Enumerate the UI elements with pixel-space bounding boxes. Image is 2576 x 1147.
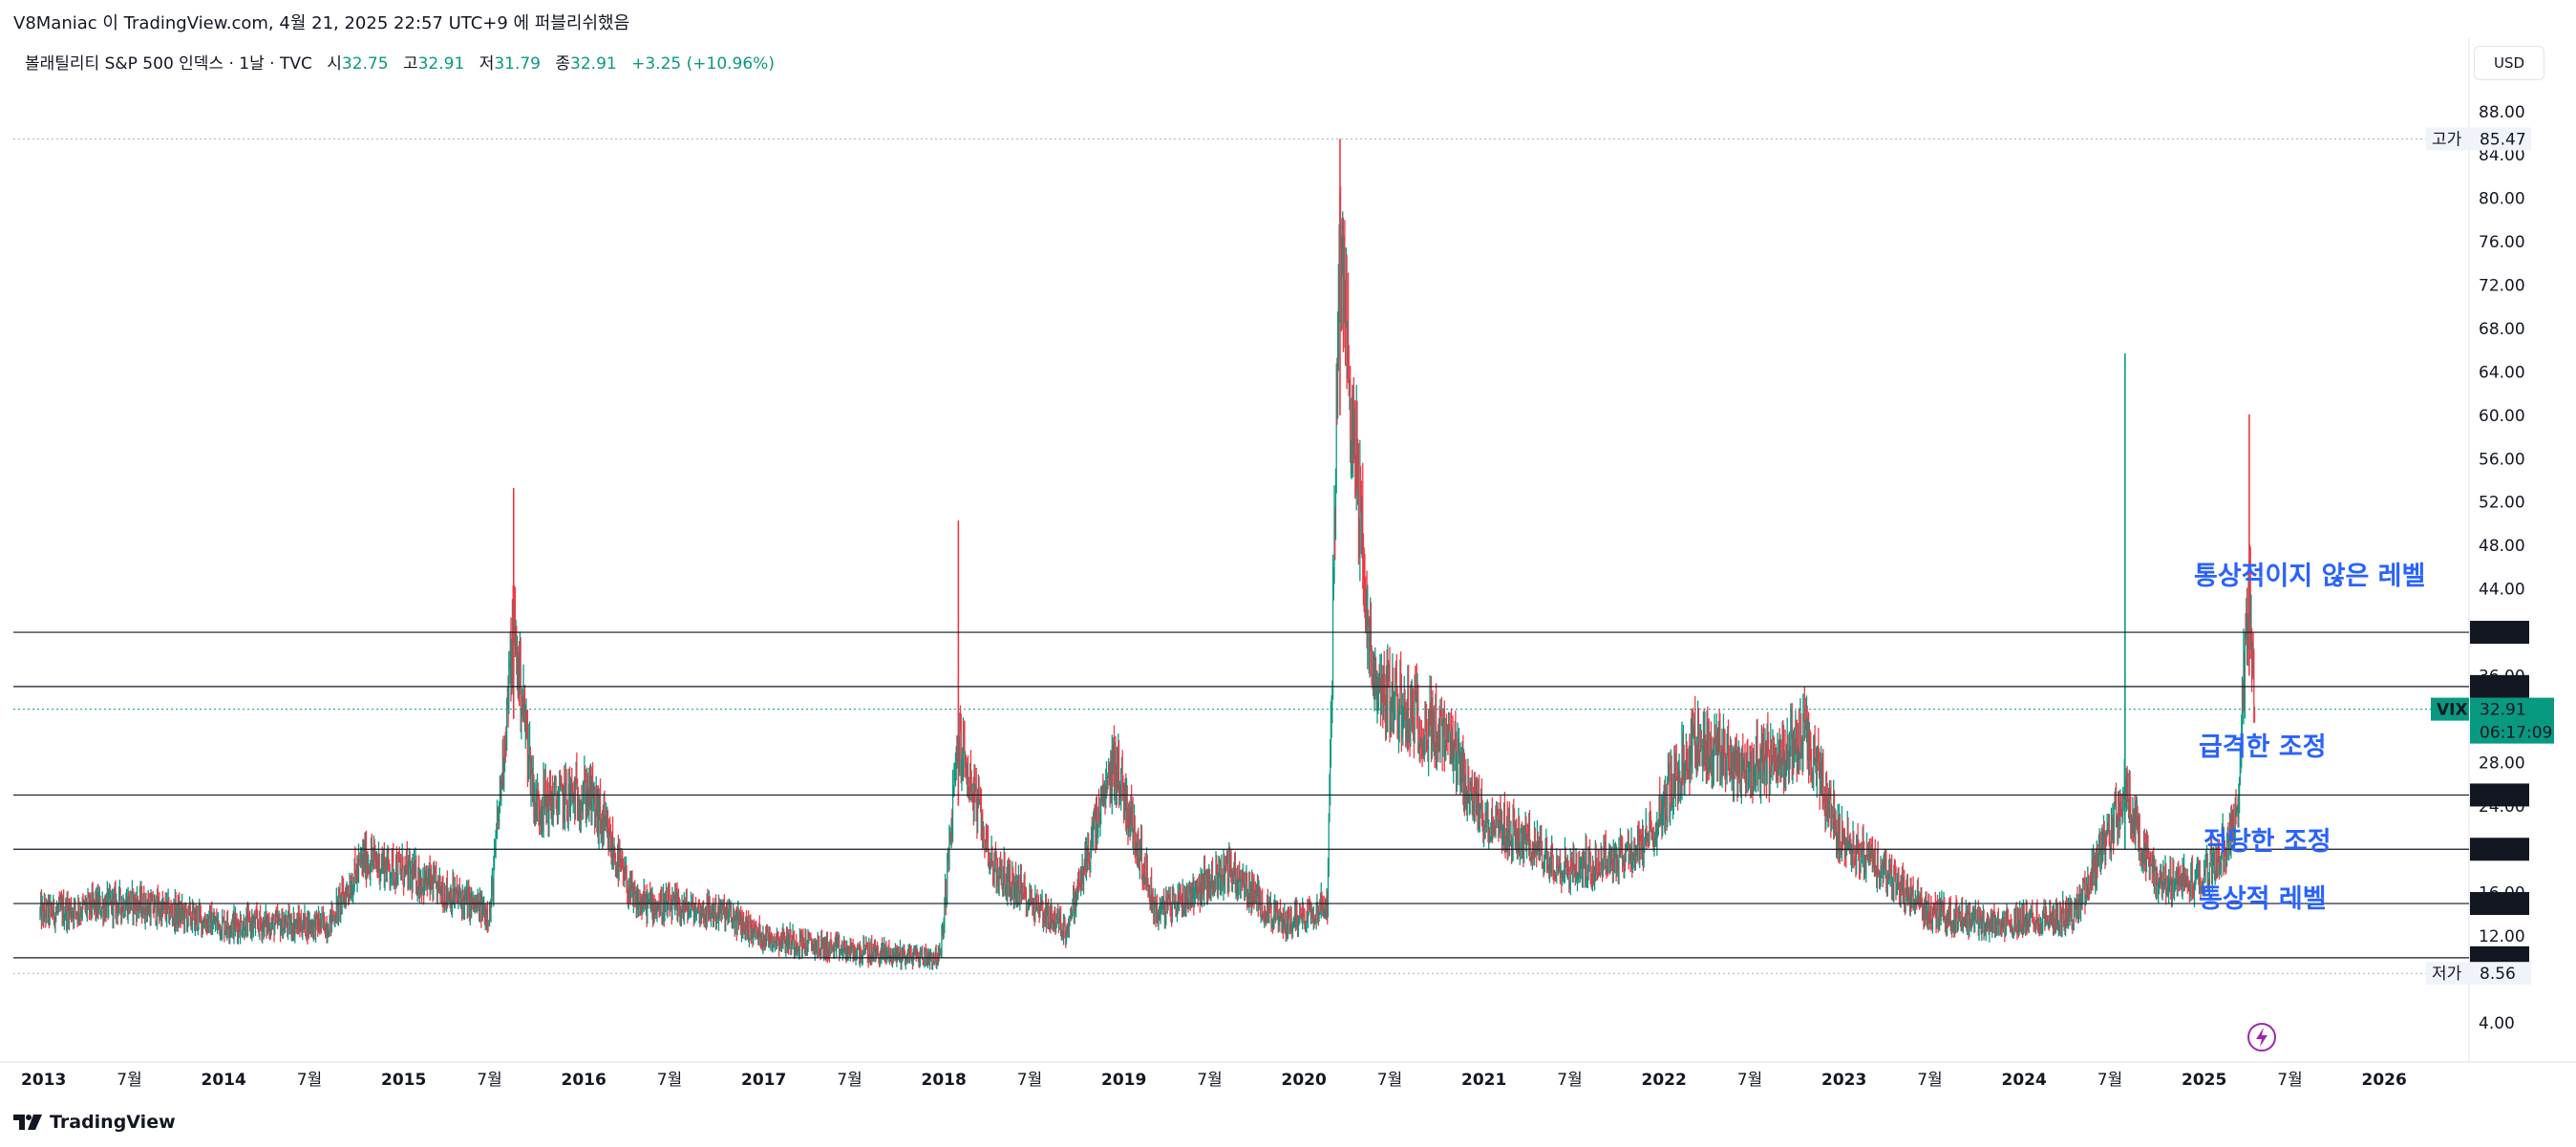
symbol-tag-box [2431,697,2469,721]
level-label-box [2470,838,2529,861]
level-label-box [2470,783,2529,807]
tradingview-logo-icon [13,1115,42,1130]
x-tick-label: 2022 [1642,1071,1687,1090]
x-tick-label: 2018 [922,1071,967,1090]
symbol-header: 볼래틸리티 S&P 500 인덱스 · 1날 · TVC 시32.75 고32.… [25,50,775,74]
x-tick-label: 2015 [381,1071,426,1090]
x-tick-label: 7월 [1197,1071,1222,1090]
y-tick-label: 60.00 [2479,407,2525,426]
brand-name: TradingView [50,1112,176,1133]
y-tick-label: 48.00 [2479,537,2525,556]
x-tick-label: 7월 [2277,1071,2302,1090]
y-tick-label: 44.00 [2479,581,2525,600]
x-tick-label: 2016 [562,1071,607,1090]
level-label-box [2470,621,2529,645]
y-tick-label: 12.00 [2479,927,2525,946]
x-tick-label: 2020 [1282,1071,1327,1090]
level-label: 20.00 [2478,840,2529,860]
chart-annotation: 통상적 레벨 [2199,884,2327,914]
low-value: 31.79 [494,54,541,74]
y-tick-label: 76.00 [2479,233,2525,252]
x-tick-label: 7월 [1557,1071,1582,1090]
level-label: 35.00 [2478,678,2529,697]
x-tick-label: 2026 [2362,1071,2407,1090]
x-tick-label: 7월 [297,1071,322,1090]
symbol-tag: VIX [2437,701,2468,720]
x-tick-label: 2019 [1101,1071,1146,1090]
x-tick-label: 2017 [741,1071,786,1090]
level-label: 25.00 [2478,786,2529,805]
high-value: 32.91 [417,54,465,74]
x-tick-label: 2024 [2002,1071,2047,1090]
level-label: 15.00 [2478,895,2529,914]
high-marker-value: 85.47 [2480,131,2526,150]
low-marker-label: 저가 [2432,965,2462,984]
chart-annotation: 통상적이지 않은 레벨 [2194,562,2425,591]
high-label: 고 [402,54,418,74]
candles-group [39,186,2256,970]
level-label-box [2470,674,2529,698]
y-tick-label: 52.00 [2479,494,2525,513]
publish-info: V8Maniac 이 TradingView.com, 4월 21, 2025 … [13,13,630,33]
y-tick-label: 88.00 [2479,103,2525,122]
x-tick-label: 7월 [1377,1071,1402,1090]
y-tick-label: 80.00 [2479,190,2525,209]
y-tick-label: 84.00 [2479,146,2525,165]
open-value: 32.75 [341,54,389,74]
change-value: +3.25 (+10.96%) [631,54,775,74]
x-tick-label: 7월 [837,1071,862,1090]
chart-annotation: 급격한 조정 [2199,733,2327,762]
last-price-value: 32.91 [2480,701,2526,720]
level-label: 40.00 [2478,624,2529,643]
symbol-info[interactable]: 볼래틸리티 S&P 500 인덱스 · 1날 · TVC [25,54,312,74]
x-tick-label: 7월 [2097,1071,2122,1090]
chart-annotation: 적당한 조정 [2203,827,2331,857]
currency-button[interactable]: USD [2474,46,2544,80]
tradingview-brand: TradingView [13,1112,176,1133]
low-marker-box [2426,962,2531,986]
open-label: 시 [327,54,342,74]
x-tick-label: 2023 [1821,1071,1866,1090]
x-tick-label: 7월 [1017,1071,1042,1090]
close-label: 종 [555,54,571,74]
y-tick-label: 56.00 [2479,450,2525,469]
level-label-box [2470,892,2529,916]
low-marker-value: 8.56 [2480,965,2516,984]
lightning-icon [2256,1028,2267,1047]
x-tick-label: 2021 [1461,1071,1506,1090]
high-marker-label: 고가 [2432,131,2462,150]
x-tick-label: 7월 [1917,1071,1942,1090]
x-tick-label: 2025 [2182,1071,2226,1090]
low-label: 저 [479,54,495,74]
y-tick-label: 4.00 [2479,1014,2515,1033]
y-tick-label: 68.00 [2479,320,2525,339]
bar-countdown: 06:17:09 [2480,724,2552,743]
x-tick-label: 2013 [21,1071,66,1090]
x-tick-label: 7월 [1737,1071,1762,1090]
last-price-box [2470,697,2554,744]
y-tick-label: 72.00 [2479,277,2525,296]
high-marker-box [2426,127,2531,151]
y-tick-label: 64.00 [2479,363,2525,382]
x-tick-label: 7월 [477,1071,501,1090]
x-tick-label: 2014 [202,1071,246,1090]
close-value: 32.91 [570,54,617,74]
y-tick-label: 28.00 [2479,754,2525,773]
event-icon[interactable] [2247,1023,2276,1051]
x-tick-label: 7월 [657,1071,682,1090]
x-tick-label: 7월 [117,1071,141,1090]
